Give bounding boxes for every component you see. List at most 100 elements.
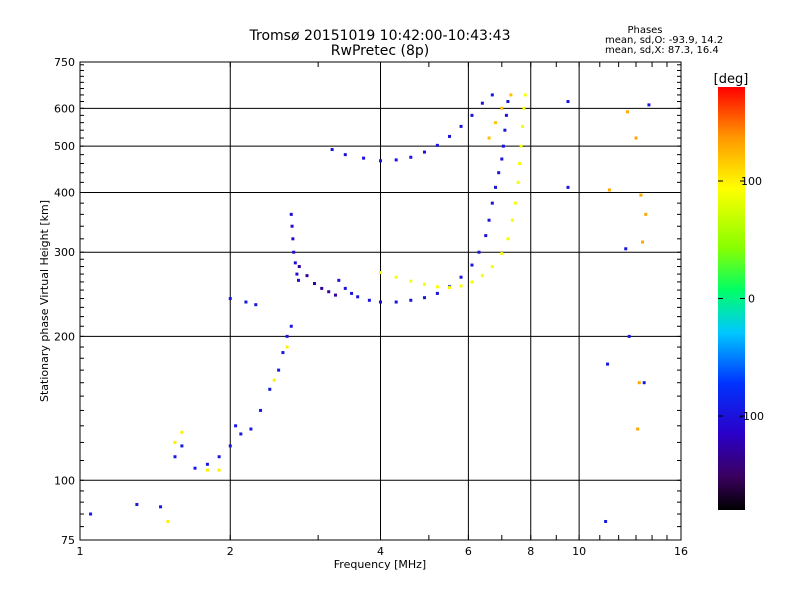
data-point bbox=[477, 250, 481, 254]
data-point bbox=[180, 430, 184, 434]
data-point bbox=[290, 224, 294, 228]
data-point bbox=[639, 193, 643, 197]
data-point bbox=[367, 298, 371, 302]
data-point bbox=[624, 247, 628, 251]
data-point bbox=[343, 286, 347, 290]
colorbar-tick-label: 0 bbox=[748, 293, 755, 306]
data-point bbox=[291, 237, 295, 241]
data-point bbox=[173, 440, 177, 444]
data-point bbox=[281, 351, 285, 355]
data-point bbox=[409, 279, 413, 283]
data-point bbox=[513, 201, 517, 205]
plot-frame bbox=[79, 61, 682, 541]
data-point bbox=[500, 106, 504, 110]
data-point bbox=[480, 101, 484, 105]
data-point bbox=[259, 408, 263, 412]
data-point bbox=[490, 265, 494, 269]
data-point bbox=[234, 424, 238, 428]
data-point bbox=[422, 282, 426, 286]
data-point bbox=[497, 171, 501, 175]
data-point bbox=[293, 261, 297, 265]
x-tick-label: 16 bbox=[674, 545, 688, 558]
y-tick-label: 300 bbox=[54, 246, 75, 259]
data-point bbox=[205, 468, 209, 472]
data-point bbox=[217, 468, 221, 472]
data-point bbox=[277, 368, 281, 372]
data-point bbox=[520, 124, 524, 128]
data-point bbox=[644, 212, 648, 216]
data-point bbox=[239, 432, 243, 436]
data-point bbox=[490, 201, 494, 205]
data-point bbox=[333, 293, 337, 297]
data-point bbox=[634, 136, 638, 140]
data-point bbox=[566, 100, 570, 104]
data-point bbox=[228, 297, 232, 301]
data-point bbox=[516, 180, 520, 184]
chart-title: Tromsø 20151019 10:42:00-10:43:43 bbox=[249, 28, 511, 44]
data-point bbox=[641, 240, 645, 244]
y-tick-label: 750 bbox=[54, 56, 75, 69]
data-point bbox=[356, 295, 360, 299]
data-point bbox=[343, 153, 347, 157]
x-tick-label: 4 bbox=[377, 545, 384, 558]
data-point bbox=[604, 519, 608, 523]
data-point bbox=[296, 278, 300, 282]
data-point bbox=[642, 381, 646, 385]
data-point bbox=[320, 286, 324, 290]
data-point bbox=[566, 185, 570, 189]
data-point bbox=[494, 185, 498, 189]
data-point bbox=[487, 136, 491, 140]
data-point bbox=[337, 278, 341, 282]
data-point bbox=[394, 300, 398, 304]
stats-line-o: mean, sd,O: -93.9, 14.2 bbox=[605, 35, 723, 46]
data-point bbox=[503, 128, 507, 132]
data-point bbox=[89, 512, 93, 516]
data-point bbox=[625, 110, 629, 114]
x-tick-label: 10 bbox=[572, 545, 586, 558]
data-point bbox=[506, 100, 510, 104]
colorbar-label: [deg] bbox=[714, 72, 749, 87]
data-point bbox=[254, 303, 258, 307]
y-tick-label: 75 bbox=[61, 534, 75, 547]
data-point bbox=[470, 113, 474, 117]
data-point bbox=[272, 378, 276, 382]
data-point bbox=[330, 148, 334, 152]
data-point bbox=[228, 444, 232, 448]
data-point bbox=[193, 466, 197, 470]
data-point bbox=[627, 334, 631, 338]
data-point bbox=[327, 290, 331, 294]
data-point bbox=[292, 250, 296, 254]
data-point bbox=[305, 274, 309, 278]
data-point bbox=[636, 427, 640, 431]
x-tick-label: 1 bbox=[77, 545, 84, 558]
data-point bbox=[166, 519, 170, 523]
data-point bbox=[435, 143, 439, 147]
data-point bbox=[490, 93, 494, 97]
data-point bbox=[289, 212, 293, 216]
data-point bbox=[249, 427, 253, 431]
y-tick-label: 600 bbox=[54, 102, 75, 115]
data-point bbox=[470, 280, 474, 284]
data-point bbox=[506, 237, 510, 241]
stats-heading: Phases bbox=[627, 25, 662, 36]
data-point bbox=[519, 144, 523, 148]
data-point bbox=[285, 334, 289, 338]
data-point bbox=[285, 345, 289, 349]
x-tick-label: 8 bbox=[527, 545, 534, 558]
colorbar-tick-label: -100 bbox=[739, 410, 764, 423]
y-tick-label: 500 bbox=[54, 140, 75, 153]
data-point bbox=[500, 252, 504, 256]
data-point bbox=[295, 272, 299, 276]
data-point bbox=[173, 455, 177, 459]
data-point bbox=[606, 362, 610, 366]
data-point bbox=[435, 291, 439, 295]
data-point bbox=[494, 121, 498, 125]
data-point bbox=[205, 462, 209, 466]
data-point bbox=[518, 161, 522, 165]
data-point bbox=[501, 144, 505, 148]
data-point bbox=[422, 150, 426, 154]
data-point bbox=[459, 124, 463, 128]
y-tick-label: 400 bbox=[54, 186, 75, 199]
data-point bbox=[607, 188, 611, 192]
